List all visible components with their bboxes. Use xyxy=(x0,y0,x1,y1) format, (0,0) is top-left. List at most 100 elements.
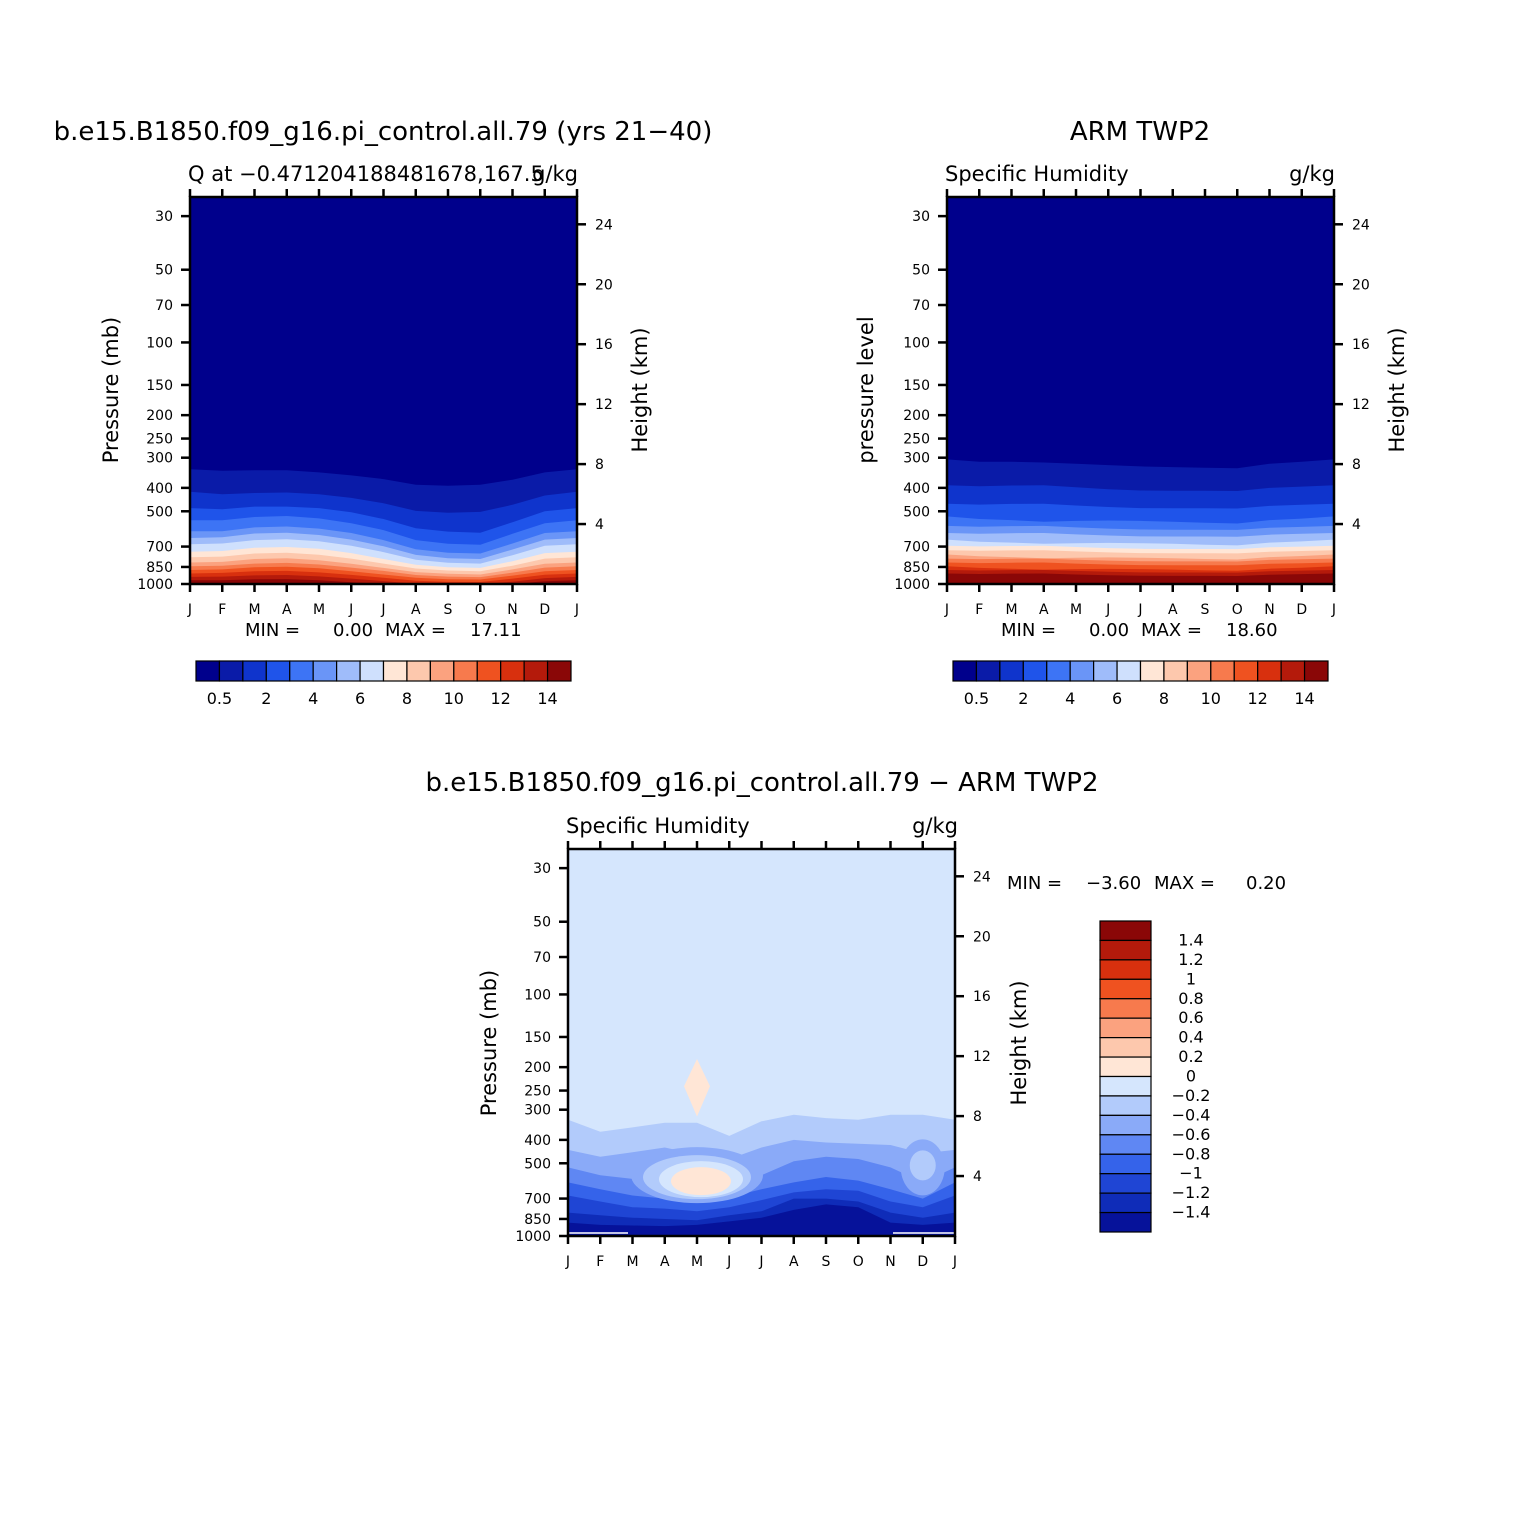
panel-diff-ylabel-right: Height (km) xyxy=(1007,980,1031,1105)
colorbar-label: 0.4 xyxy=(1178,1028,1203,1047)
x-tick-label: N xyxy=(507,602,517,618)
x-tick-label: J xyxy=(952,1254,957,1270)
y-right-tick-label: 4 xyxy=(1352,517,1361,533)
x-tick-label: J xyxy=(574,602,579,618)
panel-obs-unit-label: g/kg xyxy=(1289,162,1335,186)
colorbar-label: −1.4 xyxy=(1172,1203,1211,1222)
y-tick-label: 200 xyxy=(524,1060,551,1076)
colorbar-swatch xyxy=(1099,978,1152,1000)
colorbar-swatch xyxy=(1210,660,1235,682)
y-right-tick-label: 16 xyxy=(973,989,991,1005)
colorbar-swatch xyxy=(546,660,572,682)
x-tick-label: J xyxy=(1137,602,1142,618)
y-right-tick-label: 24 xyxy=(973,869,991,885)
colorbar-swatch xyxy=(1099,939,1152,961)
x-tick-label: S xyxy=(444,602,453,618)
panel-model-min-value: 0.00 xyxy=(333,620,373,641)
panel-diff-max-value: 0.20 xyxy=(1246,873,1286,894)
panel-obs-max-label: MAX = xyxy=(1141,620,1202,641)
colorbar-swatch xyxy=(1099,1192,1152,1214)
colorbar-label: 0.2 xyxy=(1178,1047,1203,1066)
y-right-tick-label: 24 xyxy=(595,217,613,233)
panel-model-ylabel: Pressure (mb) xyxy=(99,317,123,464)
y-tick-label: 70 xyxy=(912,298,930,314)
colorbar-label: 1 xyxy=(1186,969,1196,988)
colorbar-swatch xyxy=(336,660,361,682)
y-tick-label: 300 xyxy=(146,451,173,467)
x-tick-label: M xyxy=(626,1254,638,1270)
panel-obs-min-label: MIN = xyxy=(1001,620,1056,641)
y-tick-label: 200 xyxy=(146,408,173,424)
y-tick-label: 850 xyxy=(146,560,173,576)
y-tick-label: 50 xyxy=(912,263,930,279)
colorbar-swatch xyxy=(429,660,455,682)
y-tick-label: 500 xyxy=(146,504,173,520)
x-tick-label: J xyxy=(944,602,949,618)
y-tick-label: 700 xyxy=(146,540,173,556)
panel-obs-ylabel-right: Height (km) xyxy=(1385,327,1409,452)
y-tick-label: 250 xyxy=(524,1084,551,1100)
x-tick-label: M xyxy=(691,1254,703,1270)
panel-diff-max-label: MAX = xyxy=(1154,873,1215,894)
x-tick-label: J xyxy=(726,1254,731,1270)
colorbar-swatch xyxy=(952,660,978,682)
x-tick-label: M xyxy=(1070,602,1082,618)
colorbar-swatch xyxy=(1099,920,1152,942)
panel-diff-axes: J F M A M J J A S O N D J 30 50 70 100 150 200 250 300 400 500… xyxy=(515,841,991,1270)
panel-model-colorbar: 0.5 2 4 6 8 10 12 14 xyxy=(195,660,572,708)
colorbar-label: 6 xyxy=(1112,689,1122,708)
colorbar-swatch xyxy=(1099,1211,1152,1233)
colorbar-swatch xyxy=(312,660,338,682)
x-tick-label: F xyxy=(218,602,226,618)
colorbar-swatch xyxy=(975,660,1001,682)
y-right-tick-label: 16 xyxy=(1352,337,1370,353)
colorbar-label: 1.4 xyxy=(1178,930,1203,949)
colorbar-swatch xyxy=(265,660,291,682)
x-tick-label: F xyxy=(596,1254,604,1270)
panel-model-contours xyxy=(190,197,577,584)
x-tick-label: A xyxy=(1039,602,1049,618)
colorbar-label: −1 xyxy=(1179,1164,1203,1183)
panel-obs-contours xyxy=(947,197,1334,584)
panel-diff-left-label: Specific Humidity xyxy=(566,814,750,838)
x-tick-label: J xyxy=(1331,602,1336,618)
x-tick-label: O xyxy=(1232,602,1243,618)
y-tick-label: 1000 xyxy=(894,577,930,593)
y-right-tick-label: 20 xyxy=(973,929,991,945)
colorbar-label: 4 xyxy=(1065,689,1075,708)
x-tick-label: O xyxy=(475,602,486,618)
colorbar-label: 2 xyxy=(261,689,271,708)
x-tick-label: J xyxy=(565,1254,570,1270)
panel-diff-contours xyxy=(568,849,955,1236)
colorbar-label: −0.4 xyxy=(1172,1105,1211,1124)
colorbar-swatch xyxy=(1099,1095,1152,1116)
panel-diff-colorbar: 1.41.210.80.60.40.20−0.2−0.4−0.6−0.8−1−1… xyxy=(1099,920,1211,1233)
x-tick-label: J xyxy=(758,1254,763,1270)
colorbar-swatch xyxy=(289,660,314,682)
colorbar-label: 12 xyxy=(1248,689,1268,708)
y-tick-label: 30 xyxy=(912,209,930,225)
y-tick-label: 700 xyxy=(524,1192,551,1208)
panel-model-unit-label: g/kg xyxy=(532,162,578,186)
colorbar-swatch xyxy=(406,660,431,682)
colorbar-label: 8 xyxy=(1159,689,1169,708)
y-right-tick-label: 20 xyxy=(595,277,613,293)
colorbar-swatch xyxy=(500,660,525,682)
colorbar-label: 0.5 xyxy=(207,689,232,708)
panel-model-title: b.e15.B1850.f09_g16.pi_control.all.79 (y… xyxy=(54,117,713,147)
colorbar-label: 8 xyxy=(402,689,412,708)
panel-diff-title: b.e15.B1850.f09_g16.pi_control.all.79 − … xyxy=(426,768,1099,798)
y-tick-label: 150 xyxy=(146,378,173,394)
panel-obs-axes: J F M A M J J A S O N D J 30 50 70 100 150 200 250 300 400 500… xyxy=(894,189,1370,618)
panel-obs-min-value: 0.00 xyxy=(1089,620,1129,641)
colorbar-label: −0.8 xyxy=(1172,1144,1211,1163)
panel-diff-ylabel: Pressure (mb) xyxy=(477,970,501,1117)
colorbar-swatch xyxy=(1257,660,1282,682)
colorbar-swatch xyxy=(1280,660,1306,682)
y-tick-label: 100 xyxy=(524,987,551,1003)
y-tick-label: 400 xyxy=(524,1133,551,1149)
colorbar-swatch xyxy=(1139,660,1165,682)
x-tick-label: N xyxy=(1264,602,1274,618)
colorbar-label: 14 xyxy=(537,689,557,708)
